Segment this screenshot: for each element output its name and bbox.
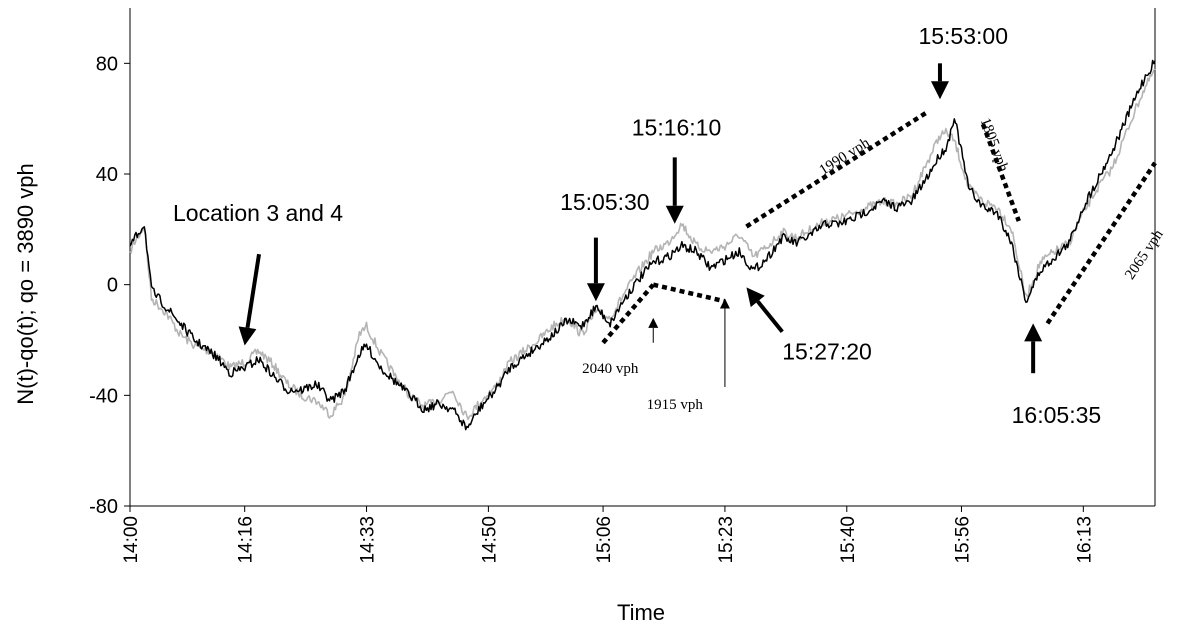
annotation-label: 15:27:20 <box>782 338 872 364</box>
annotation-arrow-head <box>665 205 684 224</box>
axes-frame: -80 -40 0 40 80 14:00 14:16 14:33 14:50 15:06 15:2… <box>89 8 1156 564</box>
x-tick-label: 14:16 <box>236 516 257 564</box>
label-layer: Location 3 and 4 15:05:30 15:16:10 15:27:20… <box>173 23 1101 428</box>
arrow-layer <box>238 63 1043 388</box>
series-layer <box>129 59 1156 431</box>
x-tick-label: 15:40 <box>838 516 859 564</box>
y-tick-label: 40 <box>96 164 118 186</box>
annotation-arrow-shaft <box>756 300 784 333</box>
annotation-arrow-head <box>586 283 605 302</box>
x-axis-label: Time <box>617 600 665 625</box>
x-tick-label: 14:50 <box>479 516 500 564</box>
rate-line <box>652 282 726 304</box>
annotation-arrow-head <box>930 81 949 100</box>
y-tick-label: -40 <box>89 385 118 407</box>
rate-line <box>601 283 655 345</box>
x-tick-label: 14:00 <box>121 516 142 564</box>
rate-label: 1805 vph <box>977 116 1012 175</box>
y-tick-label: -80 <box>89 496 118 518</box>
x-tick-label: 15:06 <box>594 516 615 564</box>
x-tick-label: 15:23 <box>716 516 737 564</box>
rate-label: 1990 vph <box>817 135 874 179</box>
annotation-arrow-head <box>238 326 257 346</box>
series-line-black <box>129 59 1156 431</box>
annotation-label: Location 3 and 4 <box>173 200 343 226</box>
annotation-arrow-head <box>719 298 730 309</box>
x-tick-label: 16:13 <box>1074 516 1095 564</box>
annotation-arrow-head <box>648 317 659 328</box>
annotation-label: 15:16:10 <box>632 114 722 140</box>
annotation-arrow-head <box>746 287 765 308</box>
annotation-label: 15:05:30 <box>560 189 650 215</box>
annotation-arrow-head <box>1024 323 1043 342</box>
x-tick-label: 14:33 <box>358 516 379 564</box>
y-axis-label: N(t)-qo(t); qo = 3890 vph <box>13 163 38 405</box>
rate-lines: 2040 vph 1915 vph 1990 vph 1805 vph 2065 vph <box>582 111 1167 413</box>
annotation-label: 16:05:35 <box>1012 402 1102 428</box>
x-tick-label: 15:56 <box>952 516 973 564</box>
y-tick-label: 80 <box>96 53 118 75</box>
rate-label: 1915 vph <box>647 397 704 413</box>
y-tick-label: 0 <box>107 275 118 297</box>
rate-label: 2065 vph <box>1122 227 1167 283</box>
rate-label: 2040 vph <box>582 361 639 377</box>
annotation-label: 15:53:00 <box>918 23 1008 49</box>
annotation-arrow-shaft <box>245 253 261 329</box>
